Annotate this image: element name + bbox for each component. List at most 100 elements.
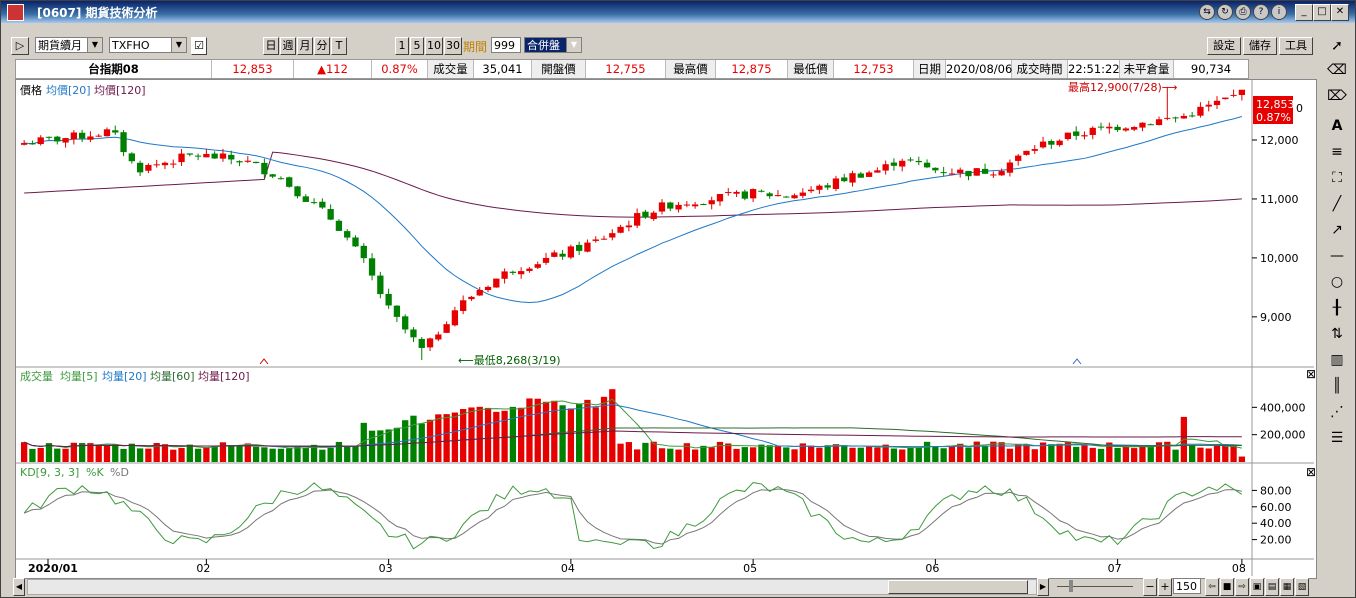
candle-body [691,204,699,207]
zoom-input[interactable]: 150 [1173,578,1201,594]
grid-icon[interactable]: ▥ [1330,352,1344,368]
candle-body [87,136,94,140]
line-icon[interactable]: ╱ [1332,196,1342,212]
zoom-slider-thumb[interactable] [1069,580,1073,592]
ma120-legend: 均價[120] [94,83,146,97]
volume-bar [874,447,881,462]
candle-body [294,186,301,197]
quote-low: 12,753 [834,60,914,78]
volume-bar [327,447,334,462]
help-icon[interactable]: ? [1253,4,1269,20]
back-icon[interactable]: ⇦ [1205,578,1219,596]
candle-body [899,160,906,167]
candle-body [667,202,674,209]
eraser-icon[interactable]: ⌫ [1327,62,1347,78]
stop-icon[interactable]: ■ [1220,578,1234,596]
fan-icon[interactable]: ⋰ [1330,404,1344,420]
candle-body [1155,119,1163,126]
candle-body [178,153,185,163]
ma20-legend: 均價[20] [46,83,91,97]
volume-bar [426,419,434,462]
volume-bar [915,447,922,462]
volume-bar [95,445,102,462]
merge-select[interactable]: 合併盤 ▼ [524,37,582,53]
scroll-left-button[interactable]: ◀ [13,578,25,596]
candle-body [112,130,119,133]
volume-bar [791,449,798,462]
volume-bar [534,398,541,462]
span-30[interactable]: 30 [444,37,462,55]
period-input[interactable]: 999 [491,37,521,53]
link-icon[interactable]: ⇆ [1199,4,1215,20]
chart-area[interactable]: 12,000 11,000 10,000 9,000 0 價格 均價[20] 均價[120] 最… [15,79,1317,579]
text-icon[interactable]: A [1331,118,1343,134]
period-day[interactable]: 日 [263,37,279,55]
refresh-icon[interactable]: ↻ [1217,4,1233,20]
x-tick-label: 04 [561,562,575,575]
volume-bar [948,445,956,462]
export-icon[interactable]: ▧ [1295,578,1309,596]
price-tick-label: 0 [1296,102,1303,115]
disk-icon[interactable]: ▤ [1265,578,1279,596]
candle-body [1230,94,1237,96]
period-label: 期間 [463,40,488,54]
forward-icon[interactable]: ⇨ [1235,578,1249,596]
volume-bar [1172,449,1179,462]
candle-body [335,220,343,231]
zoom-out-icon[interactable]: − [1143,578,1157,596]
pointer-icon[interactable]: ➚ [1331,38,1343,54]
circle-icon[interactable]: ○ [1330,274,1344,290]
title-bar: [0607] 期貨技術分析 ⇆ ↻ ⎙ ? i _ □ ✕ [1,1,1355,23]
candle-body [1056,140,1063,146]
period-tick[interactable]: T [331,37,347,55]
minimize-button[interactable]: _ [1295,4,1313,21]
close-button[interactable]: ✕ [1331,4,1349,21]
marker-icon[interactable]: ╂ [1332,300,1342,316]
maximize-button[interactable]: □ [1313,4,1331,21]
print-icon[interactable]: ⎙ [1235,4,1251,20]
period-month[interactable]: 月 [297,37,313,55]
candle-body [103,129,111,137]
settings-button[interactable]: 設定 [1207,37,1241,55]
candle-body [1164,117,1171,119]
channel-icon[interactable]: ⇅ [1331,326,1343,342]
tools-button[interactable]: 工具 [1279,37,1313,55]
price-chart-svg[interactable]: 12,000 11,000 10,000 9,000 0 價格 均價[20] 均價[120] 最… [16,80,1316,578]
hline-icon[interactable]: — [1330,248,1344,264]
candle-body [1089,127,1096,135]
volume-bar [451,412,459,462]
volume-bar [1064,442,1072,462]
symbol-select[interactable]: TXFHO ▼ [109,37,187,53]
save-button[interactable]: 儲存 [1243,37,1277,55]
candle-body [542,257,550,263]
fill-icon[interactable]: ⛶ [1332,170,1342,186]
zoom-in-icon[interactable]: + [1158,578,1172,596]
span-10[interactable]: 10 [425,37,443,55]
vlines-icon[interactable]: ║ [1332,378,1342,394]
volume-bar [62,448,69,462]
arrow-line-icon[interactable]: ↗ [1331,222,1343,238]
scroll-thumb[interactable] [888,580,1028,594]
period-week[interactable]: 週 [280,37,296,55]
candle-body [932,167,939,171]
zoom-slider[interactable] [1057,586,1133,587]
span-5[interactable]: 5 [410,37,424,55]
image-icon[interactable]: ▦ [1280,578,1294,596]
scroll-right-button[interactable]: ▶ [1037,578,1049,596]
info-icon[interactable]: i [1271,4,1287,20]
eraser-all-icon[interactable]: ⌦ [1327,88,1347,104]
horizontal-scrollbar[interactable] [27,579,1037,595]
period-minute[interactable]: 分 [314,37,330,55]
candle-body [377,275,384,295]
play-icon[interactable]: ▷ [11,37,29,55]
product-select[interactable]: 期貨續月 ▼ [35,37,103,53]
candle-body [700,204,707,206]
candle-body [443,324,450,333]
window-icon[interactable]: ▣ [1250,578,1264,596]
volume-bar [890,448,898,462]
fib-icon[interactable]: ☰ [1330,430,1344,446]
lines-icon[interactable]: ≡ [1331,144,1343,160]
span-1[interactable]: 1 [395,37,409,55]
candle-body [865,172,873,177]
checkbox[interactable]: ☑ [191,37,207,55]
